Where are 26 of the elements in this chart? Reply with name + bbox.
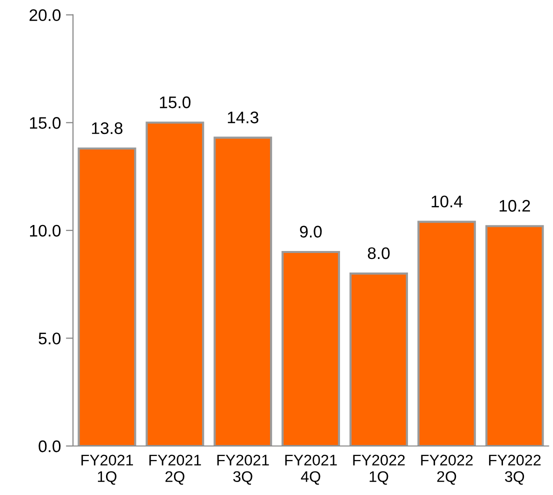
bar bbox=[349, 272, 408, 446]
data-label: 13.8 bbox=[92, 122, 122, 134]
bar bbox=[282, 250, 340, 446]
data-label: 14.3 bbox=[228, 112, 258, 124]
x-tick-label: FY2021 2Q bbox=[149, 454, 201, 485]
data-label: 9.0 bbox=[300, 226, 322, 238]
x-tick-label: FY2021 4Q bbox=[285, 454, 337, 485]
data-label: 8.0 bbox=[368, 247, 390, 260]
data-label: 10.4 bbox=[432, 196, 462, 208]
y-tick-label: 20.0 bbox=[30, 9, 61, 22]
bar bbox=[78, 147, 136, 446]
data-label: 15.0 bbox=[160, 96, 190, 108]
x-tick-label: FY2022 2Q bbox=[421, 454, 473, 485]
y-tick-label: 5.0 bbox=[38, 332, 61, 344]
data-label: 10.2 bbox=[500, 200, 530, 212]
bar bbox=[214, 136, 272, 446]
y-tick-label: 15.0 bbox=[30, 117, 61, 129]
x-tick-label: FY2021 3Q bbox=[217, 454, 269, 485]
bar bbox=[417, 220, 476, 446]
y-tick-label: 0.0 bbox=[38, 440, 61, 452]
bar bbox=[485, 225, 544, 446]
y-tick-label: 10.0 bbox=[30, 224, 61, 237]
x-tick-label: FY2021 1Q bbox=[81, 454, 133, 485]
x-tick-label: FY2022 3Q bbox=[489, 454, 541, 485]
bar bbox=[146, 122, 204, 446]
x-tick-label: FY2022 1Q bbox=[353, 454, 405, 485]
